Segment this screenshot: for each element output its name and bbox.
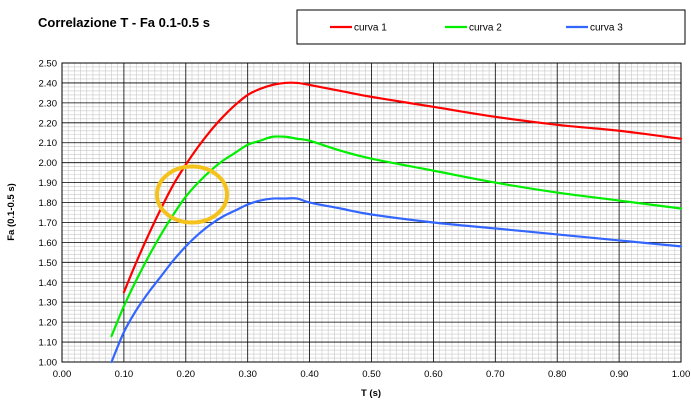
y-tick-label: 1.20 [39,318,58,329]
series-line-1 [122,81,683,294]
x-tick-label: 0.70 [486,369,505,380]
y-tick-label: 2.20 [39,118,58,129]
legend-label-2: curva 2 [469,23,502,34]
x-tick-label: 1.00 [672,369,691,380]
y-tick-label: 1.30 [39,298,58,309]
series-line-3 [110,197,683,364]
plot-border [61,62,682,363]
legend-label-3: curva 3 [590,23,623,34]
y-tick-label: 2.00 [39,158,58,169]
y-tick-label: 1.90 [39,178,58,189]
y-tick-label: 1.50 [39,258,58,269]
y-axis-label: Fa (0.1-0.5 s) [6,183,17,241]
chart-title: Correlazione T - Fa 0.1-0.5 s [38,15,210,30]
y-tick-label: 1.00 [39,358,58,369]
y-tick-label: 1.70 [39,218,58,229]
y-tick-label: 2.40 [39,78,58,89]
y-tick-label: 1.10 [39,338,58,349]
highlight-circle [154,164,229,225]
y-tick-label: 2.30 [39,98,58,109]
y-tick-label: 2.10 [39,138,58,149]
x-tick-label: 0.90 [610,369,629,380]
y-tick-label: 2.50 [39,59,58,70]
x-tick-label: 0.10 [115,369,134,380]
y-tick-label: 1.40 [39,278,58,289]
legend: curva 1 curva 2 curva 3 [296,9,686,45]
series-line-2 [110,135,683,338]
x-tick-label: 0.80 [548,369,567,380]
x-tick-label: 0.00 [53,369,72,380]
y-tick-label: 1.60 [39,238,58,249]
legend-box [296,9,686,45]
legend-label-1: curva 1 [354,23,387,34]
x-tick-label: 0.40 [300,369,319,380]
x-axis-label: T (s) [361,388,381,399]
y-tick-label: 1.80 [39,198,58,209]
x-tick-label: 0.20 [177,369,196,380]
x-tick-label: 0.50 [362,369,381,380]
x-tick-label: 0.60 [424,369,443,380]
x-tick-label: 0.30 [238,369,257,380]
